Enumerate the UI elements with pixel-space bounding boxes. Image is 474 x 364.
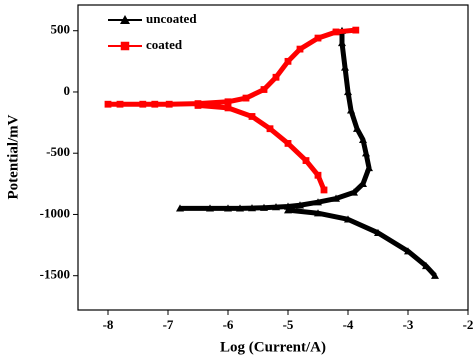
y-tick-label: -1500 — [40, 267, 70, 282]
marker — [224, 204, 232, 212]
marker — [314, 198, 322, 206]
marker — [344, 87, 352, 96]
marker — [248, 113, 256, 120]
marker — [352, 26, 360, 34]
marker — [194, 102, 202, 109]
y-tick-label: -500 — [46, 144, 70, 159]
marker — [224, 98, 232, 106]
x-axis-label: Log (Current/A) — [220, 339, 326, 355]
marker — [314, 209, 322, 217]
marker — [302, 157, 310, 164]
marker — [359, 179, 367, 188]
marker — [422, 261, 430, 270]
marker — [139, 100, 147, 108]
marker — [404, 247, 412, 255]
x-tick-label: -7 — [163, 317, 174, 332]
x-tick-label: -2 — [463, 317, 474, 332]
marker — [374, 228, 382, 237]
marker — [116, 100, 124, 108]
marker — [344, 215, 352, 223]
marker — [362, 149, 370, 157]
plot-frame — [77, 4, 469, 311]
marker — [266, 125, 274, 133]
series-line — [108, 27, 357, 191]
marker — [242, 94, 250, 102]
legend-marker — [120, 41, 130, 51]
marker — [284, 57, 292, 65]
marker — [350, 188, 358, 196]
marker — [236, 204, 244, 212]
y-axis-label: Potential/mV — [5, 114, 21, 199]
marker — [272, 203, 280, 211]
legend-label: uncoated — [146, 11, 197, 26]
x-tick-label: -5 — [283, 317, 294, 332]
y-tick-label: -1000 — [40, 205, 70, 220]
marker — [206, 204, 214, 212]
marker — [151, 100, 159, 108]
x-tick-label: -3 — [403, 317, 414, 332]
marker — [353, 124, 361, 132]
legend-label: coated — [146, 37, 183, 52]
marker — [314, 34, 322, 42]
y-tick-label: 500 — [51, 22, 71, 37]
marker — [248, 204, 256, 212]
y-tick-label: 0 — [64, 83, 71, 98]
marker — [284, 202, 292, 210]
legend-marker — [120, 15, 130, 24]
marker — [176, 204, 184, 212]
marker — [338, 38, 346, 47]
marker — [320, 186, 328, 194]
x-tick-label: -8 — [103, 317, 114, 332]
marker — [165, 100, 173, 108]
marker — [431, 271, 439, 279]
marker — [341, 63, 349, 71]
marker — [272, 73, 280, 81]
x-tick-label: -4 — [343, 317, 354, 332]
marker — [314, 171, 322, 179]
marker — [359, 135, 367, 143]
marker — [296, 45, 304, 53]
marker — [104, 100, 112, 108]
marker — [347, 106, 355, 114]
marker — [224, 104, 232, 112]
x-tick-label: -6 — [223, 317, 234, 332]
marker — [284, 206, 292, 214]
marker — [260, 86, 268, 93]
marker — [365, 163, 373, 172]
marker — [284, 140, 292, 147]
marker — [260, 203, 268, 211]
marker — [296, 201, 304, 209]
marker — [332, 194, 340, 202]
series-line — [180, 30, 437, 278]
marker — [332, 28, 340, 36]
